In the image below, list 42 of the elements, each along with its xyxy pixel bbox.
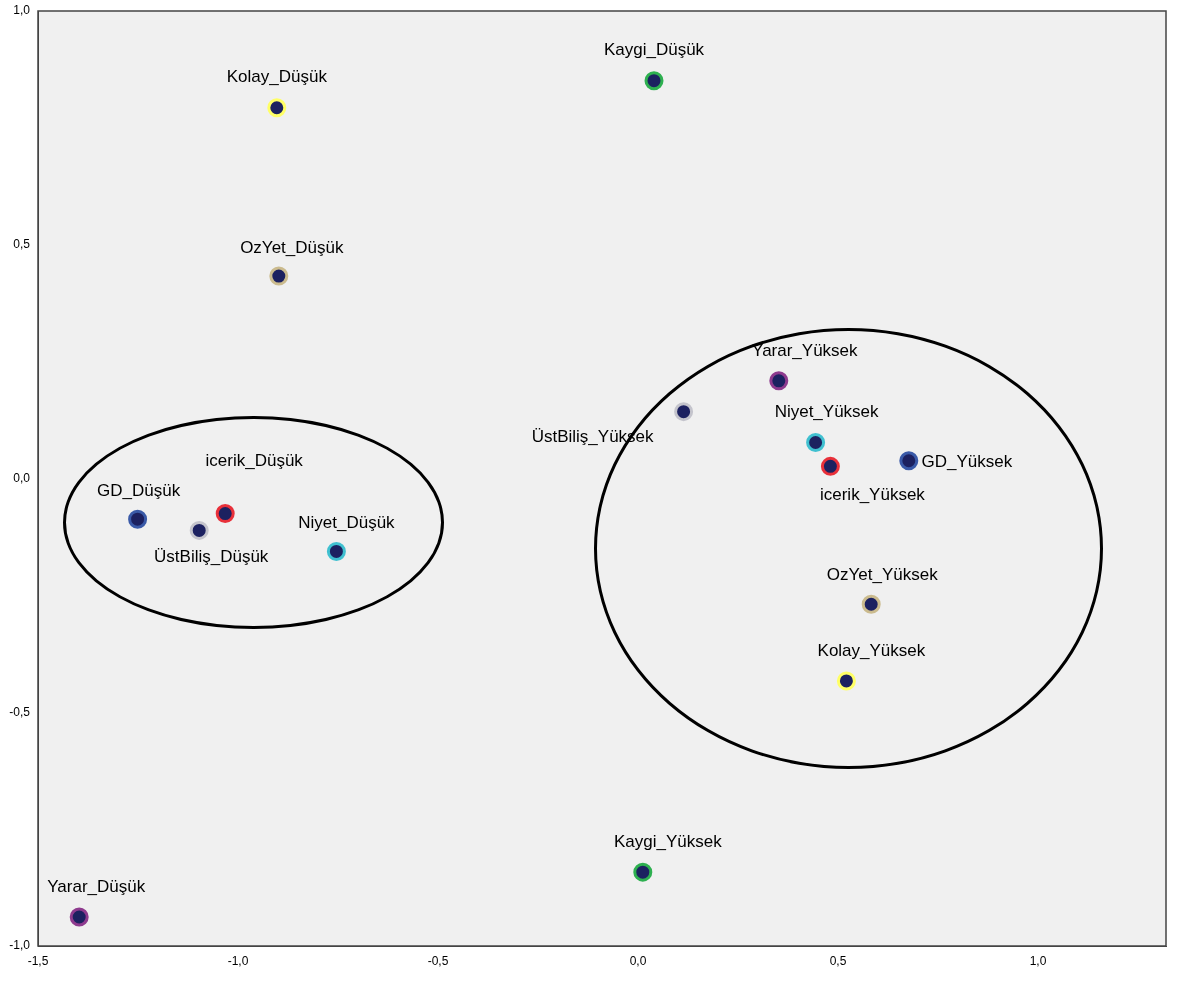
point [899, 451, 919, 471]
annotation: Kolay_Düşük [226, 67, 328, 87]
annotation: Yarar_Düşük [47, 876, 146, 896]
point [215, 504, 235, 524]
point [674, 402, 694, 422]
point [861, 594, 881, 614]
point [269, 266, 289, 286]
annotation: Niyet_Düşük [298, 513, 396, 533]
x-tick-label: 1,0 [1029, 953, 1047, 968]
point [820, 456, 840, 476]
x-tick-label: -1,5 [27, 953, 49, 968]
annotation: GD_Yüksek [921, 452, 1013, 472]
point [806, 433, 826, 452]
point [189, 520, 209, 540]
annotation: Niyet_Yüksek [774, 402, 880, 422]
annotation: ÜstBiliş_Düşük [154, 547, 269, 567]
point [633, 862, 653, 882]
point [836, 671, 856, 691]
x-tick-label: -0,5 [427, 953, 449, 968]
annotation: Yarar_Yüksek [752, 341, 859, 361]
point [326, 541, 346, 561]
point [644, 71, 664, 91]
x-tick-label: 0,5 [829, 953, 847, 968]
annotation: OzYet_Düşük [240, 237, 344, 257]
annotation: icerik_Yüksek [819, 485, 926, 505]
annotation: Kaygi_Yüksek [613, 831, 723, 851]
x-tick-label: -1,0 [227, 953, 249, 968]
x-tick-label: 0,0 [629, 953, 647, 968]
point [769, 371, 789, 391]
y-tick-label: 1,0 [13, 3, 31, 18]
annotation: OzYet_Yüksek [826, 564, 939, 584]
annotation: icerik_Düşük [205, 451, 304, 471]
annotation: Kaygi_Düşük [603, 40, 705, 60]
y-tick-label: 0,5 [13, 237, 31, 252]
y-tick-label: -1,0 [9, 938, 31, 953]
point [128, 509, 148, 529]
y-tick-label: 0,0 [13, 470, 31, 485]
y-tick-label: -0,5 [9, 704, 31, 719]
point [69, 907, 89, 927]
annotation: GD_Düşük [97, 480, 181, 500]
annotation: Kolay_Yüksek [817, 640, 926, 660]
point [267, 98, 287, 118]
